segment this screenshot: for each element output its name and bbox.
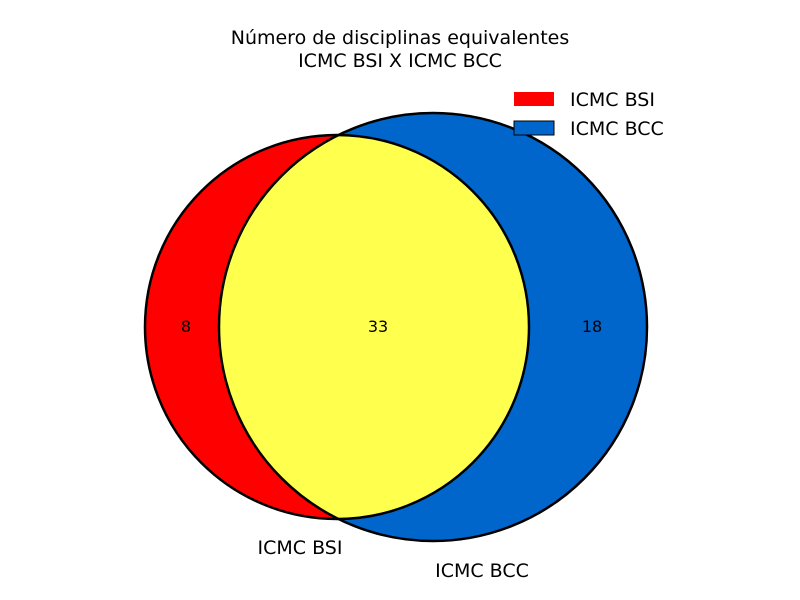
- count-intersection: 33: [368, 317, 388, 336]
- legend-swatch-icmc-bcc: [513, 120, 555, 136]
- intersection-region: [219, 135, 529, 519]
- legend-label-icmc-bcc: ICMC BCC: [570, 118, 664, 140]
- diagram-title-line-2: ICMC BSI X ICMC BCC: [298, 50, 502, 72]
- legend-swatch-icmc-bsi: [514, 92, 554, 106]
- diagram-title-line-1: Número de disciplinas equivalentes: [231, 27, 570, 49]
- legend: ICMC BSI ICMC BCC: [513, 89, 664, 140]
- set-label-icmc-bcc: ICMC BCC: [435, 560, 529, 582]
- count-icmc-bcc-only: 18: [582, 317, 602, 336]
- legend-label-icmc-bsi: ICMC BSI: [570, 89, 655, 111]
- count-icmc-bsi-only: 8: [181, 317, 191, 336]
- set-label-icmc-bsi: ICMC BSI: [258, 537, 343, 559]
- set-outline-icmc-bcc: [217, 111, 649, 543]
